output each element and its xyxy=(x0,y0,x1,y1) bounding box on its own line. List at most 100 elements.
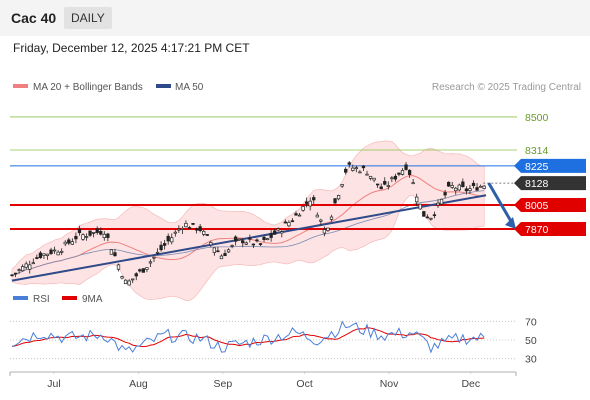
candle-body xyxy=(170,237,174,243)
candle-body xyxy=(194,228,199,231)
candle-body xyxy=(180,227,185,230)
candle-body xyxy=(429,217,433,220)
candle-body xyxy=(262,236,266,241)
x-tick-jul: Jul xyxy=(47,378,60,390)
candle-body xyxy=(322,229,327,234)
candle-body xyxy=(333,198,337,204)
candle-body xyxy=(88,230,92,236)
level-label-8225: 8225 xyxy=(525,161,549,173)
candle-body xyxy=(148,261,153,264)
candle-body xyxy=(280,231,284,234)
candle-body xyxy=(308,200,312,207)
candle-body xyxy=(152,256,156,259)
candle-body xyxy=(351,167,355,171)
candle-body xyxy=(241,240,245,244)
level-label-7870: 7870 xyxy=(525,224,549,236)
candle-body xyxy=(131,278,135,281)
candle-body xyxy=(113,252,117,257)
legend-swatch-rsi xyxy=(13,296,28,300)
x-tick-sep: Sep xyxy=(214,378,233,390)
ticker-title: Cac 40 xyxy=(11,10,57,26)
rsi-tick-50: 50 xyxy=(525,335,537,347)
candle-body xyxy=(297,214,302,217)
candle-body xyxy=(38,252,43,259)
candle-body xyxy=(393,175,398,180)
candle-body xyxy=(390,177,394,180)
forecast-arrow xyxy=(487,182,514,224)
x-tick-oct: Oct xyxy=(296,378,312,390)
bollinger-band xyxy=(11,140,485,301)
candle-body xyxy=(301,206,305,211)
candle-body xyxy=(116,264,121,270)
candle-body xyxy=(216,250,220,253)
candle-body xyxy=(187,227,192,229)
level-label-8005: 8005 xyxy=(525,200,549,212)
level-label-8128: 8128 xyxy=(525,178,549,190)
datetime-label: Friday, December 12, 2025 4:17:21 PM CET xyxy=(13,41,250,55)
candle-body xyxy=(219,255,224,260)
rsi-tick-70: 70 xyxy=(525,316,537,328)
ma50-line xyxy=(11,190,485,276)
candle-body xyxy=(400,170,405,175)
candle-body xyxy=(166,235,170,242)
candle-body xyxy=(226,249,231,253)
candle-body xyxy=(468,188,472,191)
candle-body xyxy=(432,214,437,217)
candle-body xyxy=(461,181,465,188)
candle-body xyxy=(276,228,280,231)
candle-body xyxy=(361,165,366,169)
candle-body xyxy=(191,223,195,225)
candle-body xyxy=(450,185,454,188)
legend-ma50: MA 50 xyxy=(175,82,204,93)
candle-body xyxy=(177,228,181,231)
candle-body xyxy=(248,237,252,240)
candle-body xyxy=(340,184,344,187)
candle-body xyxy=(173,231,177,234)
candle-body xyxy=(294,213,298,216)
level-tag-7870 xyxy=(514,222,586,237)
candle-body xyxy=(425,216,429,219)
candle-body xyxy=(273,230,277,235)
candle-body xyxy=(329,216,334,220)
candle-body xyxy=(447,181,451,187)
x-tick-dec: Dec xyxy=(461,378,480,390)
candle-body xyxy=(255,239,259,242)
candle-body xyxy=(49,249,53,255)
forecast-arrow-head xyxy=(505,217,516,230)
candle-body xyxy=(244,242,248,245)
candle-body xyxy=(145,267,149,270)
candle-body xyxy=(52,249,57,252)
candle-body xyxy=(109,249,114,255)
candle-body xyxy=(475,187,479,191)
candle-body xyxy=(77,228,82,234)
candle-body xyxy=(319,219,323,222)
legend-ma20: MA 20 + Bollinger Bands xyxy=(33,82,143,93)
candle-body xyxy=(70,241,75,245)
candle-body xyxy=(163,243,167,246)
candle-body xyxy=(91,232,96,234)
candle-body xyxy=(141,268,146,273)
candle-body xyxy=(358,171,362,174)
candle-body xyxy=(439,198,444,205)
candle-body xyxy=(202,230,206,235)
candle-body xyxy=(230,245,234,247)
candle-body xyxy=(10,274,14,277)
candle-body xyxy=(234,236,238,242)
candle-body xyxy=(205,234,209,236)
legend-swatch-ma50 xyxy=(156,84,171,88)
candle-body xyxy=(265,238,270,241)
candle-body xyxy=(123,279,128,285)
candle-body xyxy=(471,182,476,187)
candle-body xyxy=(258,243,263,245)
candle-body xyxy=(411,182,415,185)
legend-swatch-ma20 xyxy=(13,84,28,88)
timeframe-button[interactable]: DAILY xyxy=(64,7,112,29)
candle-body xyxy=(454,187,458,192)
candle-body xyxy=(13,272,18,275)
candle-body xyxy=(478,185,483,188)
level-tag-8128 xyxy=(514,176,586,191)
candle-body xyxy=(28,264,32,270)
candle-body xyxy=(418,203,422,210)
candle-body xyxy=(376,183,380,186)
